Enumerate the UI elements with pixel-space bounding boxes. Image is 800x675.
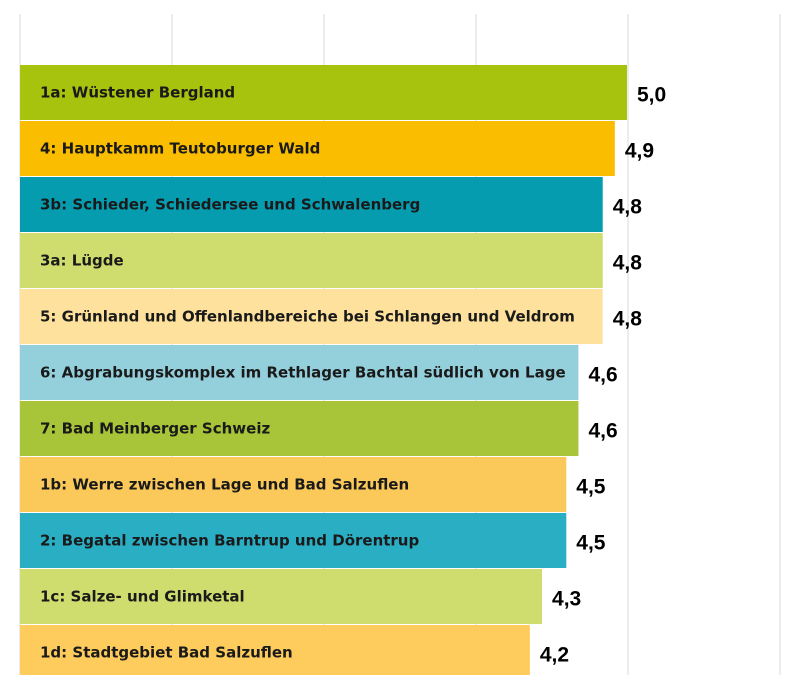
- bar-category-label: 1b: Werre zwischen Lage und Bad Salzufle…: [40, 476, 409, 494]
- bar-category-label: 7: Bad Meinberger Schweiz: [40, 420, 270, 438]
- bar-value-label: 4,6: [588, 420, 617, 443]
- bar: [20, 289, 603, 344]
- value-labels: 5,0 4,9 4,8 4,8 4,8 4,6 4,6 4,5 4,5 4,3 4,2: [540, 84, 666, 667]
- bar: [20, 121, 615, 176]
- bar-value-label: 4,8: [613, 308, 643, 331]
- bar: [20, 625, 530, 675]
- bar-labels: 1a: Wüstener Bergland 4: Hauptkamm Teutob…: [40, 84, 575, 662]
- bar-value-label: 4,8: [613, 252, 643, 275]
- bar-category-label: 6: Abgrabungskomplex im Rethlager Bachta…: [40, 364, 566, 382]
- bar: [20, 569, 543, 624]
- bar-category-label: 2: Begatal zwischen Barntrup und Dörentr…: [40, 532, 419, 550]
- bar-value-label: 5,0: [637, 84, 666, 107]
- bar-category-label: 3a: Lügde: [40, 252, 124, 270]
- bar-category-label: 1d: Stadtgebiet Bad Salzuflen: [40, 644, 293, 662]
- bar: [20, 233, 603, 288]
- bar-value-label: 4,8: [613, 196, 643, 219]
- bar-value-label: 4,9: [625, 140, 654, 163]
- bar: [20, 401, 579, 456]
- bar-category-label: 3b: Schieder, Schiedersee und Schwalenbe…: [40, 196, 420, 214]
- bar-value-label: 4,5: [576, 532, 606, 555]
- bar-category-label: 1a: Wüstener Bergland: [40, 84, 235, 102]
- bar: [20, 345, 579, 400]
- bar-category-label: 4: Hauptkamm Teutoburger Wald: [40, 140, 320, 158]
- bar: [20, 513, 567, 568]
- bar-value-label: 4,3: [552, 588, 581, 611]
- bar-value-label: 4,5: [576, 476, 606, 499]
- bar: [20, 457, 567, 512]
- bar-category-label: 5: Grünland und Offenlandbereiche bei Sc…: [40, 308, 575, 326]
- bar: [20, 65, 627, 120]
- bar-category-label: 1c: Salze- und Glimketal: [40, 588, 245, 606]
- bars: [20, 65, 627, 675]
- bar-value-label: 4,2: [540, 644, 569, 667]
- bar-value-label: 4,6: [588, 364, 617, 387]
- bar: [20, 177, 603, 232]
